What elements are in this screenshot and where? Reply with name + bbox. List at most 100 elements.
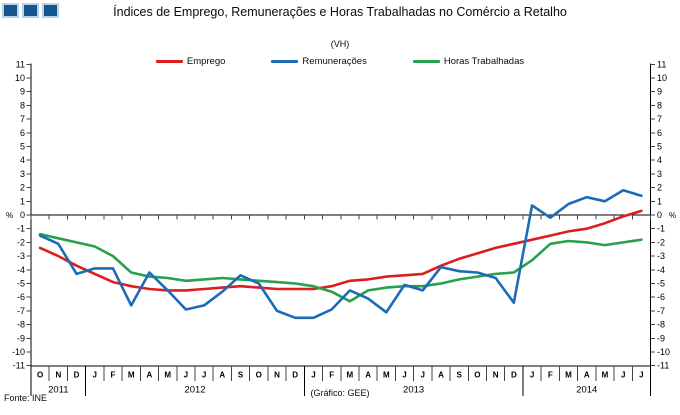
y-tick-label-left: -2 [17, 237, 25, 247]
y-tick-label-right: -8 [657, 320, 665, 330]
month-label: A [365, 371, 371, 380]
legend-label-remuneracoes: Remunerações [302, 56, 367, 67]
logo-square-icon [22, 3, 39, 18]
y-tick-label-left: 11 [16, 59, 25, 69]
month-label: S [457, 371, 463, 380]
credit-note: (Gráfico: GEE) [310, 388, 370, 398]
month-label: A [219, 371, 225, 380]
y-tick-label-right: -5 [657, 279, 665, 289]
month-label: M [128, 371, 135, 380]
source-note: Fonte: INE [4, 393, 48, 403]
y-tick-label-right: 10 [657, 73, 667, 83]
month-label: J [311, 371, 315, 380]
month-label: N [55, 371, 61, 380]
legend-swatch-horas [412, 60, 440, 63]
series-line-horas [38, 232, 643, 303]
y-tick-label-left: 1 [20, 196, 25, 206]
y-tick-label-right: -4 [657, 265, 665, 275]
y-tick-label-left: -1 [17, 224, 25, 234]
legend-label-emprego: Emprego [186, 56, 226, 67]
month-label: F [329, 371, 334, 380]
year-label: 2013 [403, 385, 424, 396]
y-tick-label-left: -4 [17, 265, 25, 275]
month-label: A [147, 371, 153, 380]
y-tick-label-left: 8 [20, 100, 25, 110]
year-label: 2011 [48, 385, 68, 396]
y-tick-label-left: 10 [15, 73, 25, 83]
legend: Emprego Remunerações Horas Trabalhadas [0, 56, 680, 67]
month-label: F [111, 371, 116, 380]
month-label: J [402, 371, 406, 380]
y-tick-label-right: 3 [657, 169, 662, 179]
month-label: O [474, 371, 480, 380]
y-tick-label-left: 3 [20, 169, 25, 179]
y-tick-label-left: -5 [17, 279, 25, 289]
month-label: J [184, 371, 188, 380]
y-tick-label-left: 7 [20, 114, 25, 124]
chart-title: Índices de Emprego, Remunerações e Horas… [113, 5, 567, 19]
month-label: A [438, 371, 444, 380]
month-label: D [74, 371, 80, 380]
y-tick-label-right: 9 [657, 87, 662, 97]
y-tick-label-right: 5 [657, 142, 662, 152]
y-tick-label-left: -11 [13, 361, 25, 371]
y-tick-label-right: -2 [657, 237, 665, 247]
legend-item-remuneracoes: Remunerações [271, 56, 367, 67]
y-tick-label-left: -9 [17, 333, 25, 343]
y-tick-label-right: 0 [657, 210, 662, 220]
y-tick-label-left: -10 [12, 347, 25, 357]
y-tick-label-right: -10 [657, 347, 670, 357]
logo-square-icon [2, 3, 19, 18]
y-tick-label-right: -1 [657, 224, 665, 234]
month-label: J [421, 371, 425, 380]
y-tick-label-right: 6 [657, 128, 662, 138]
y-tick-label-right: 2 [657, 183, 662, 193]
month-label: N [493, 371, 499, 380]
y-tick-label-right: -3 [657, 251, 665, 261]
series-line-emprego [38, 209, 643, 292]
chart-subtitle: (VH) [330, 39, 350, 49]
y-tick-label-right: 7 [657, 114, 662, 124]
month-label: J [621, 371, 625, 380]
legend-label-horas: Horas Trabalhadas [443, 56, 525, 67]
month-label: A [584, 371, 590, 380]
y-tick-label-right: 11 [657, 59, 666, 69]
month-label: F [548, 371, 553, 380]
series-line-remuneracoes [38, 189, 643, 320]
legend-swatch-emprego [155, 60, 183, 63]
legend-item-horas: Horas Trabalhadas [412, 56, 525, 67]
month-label: J [202, 371, 206, 380]
year-label: 2012 [184, 385, 205, 396]
y-tick-label-left: -7 [17, 306, 25, 316]
y-tick-label-left: 5 [20, 142, 25, 152]
y-tick-label-right: -6 [657, 292, 665, 302]
y-tick-label-right: 1 [657, 196, 662, 206]
y-tick-label-left: 6 [20, 128, 25, 138]
month-label: M [347, 371, 354, 380]
y-tick-label-left: 4 [20, 155, 25, 165]
month-label: O [37, 371, 43, 380]
y-tick-label-right: -7 [657, 306, 665, 316]
legend-item-emprego: Emprego [155, 56, 226, 67]
y-axis-unit-right: % [669, 211, 676, 220]
y-tick-label-right: -11 [657, 361, 669, 371]
y-tick-label-left: -8 [17, 320, 25, 330]
y-tick-label-left: 9 [20, 87, 25, 97]
y-tick-label-right: 4 [657, 155, 662, 165]
month-label: D [292, 371, 298, 380]
y-tick-label-right: 8 [657, 100, 662, 110]
y-tick-label-right: -9 [657, 333, 665, 343]
month-label: M [565, 371, 572, 380]
month-label: O [256, 371, 262, 380]
y-tick-label-left: 2 [20, 183, 25, 193]
y-tick-label-left: 0 [20, 210, 25, 220]
month-label: M [164, 371, 171, 380]
month-label: J [639, 371, 643, 380]
y-tick-label-left: -3 [17, 251, 25, 261]
y-tick-label-left: -6 [17, 292, 25, 302]
month-label: J [530, 371, 534, 380]
month-label: M [602, 371, 609, 380]
month-label: N [274, 371, 280, 380]
